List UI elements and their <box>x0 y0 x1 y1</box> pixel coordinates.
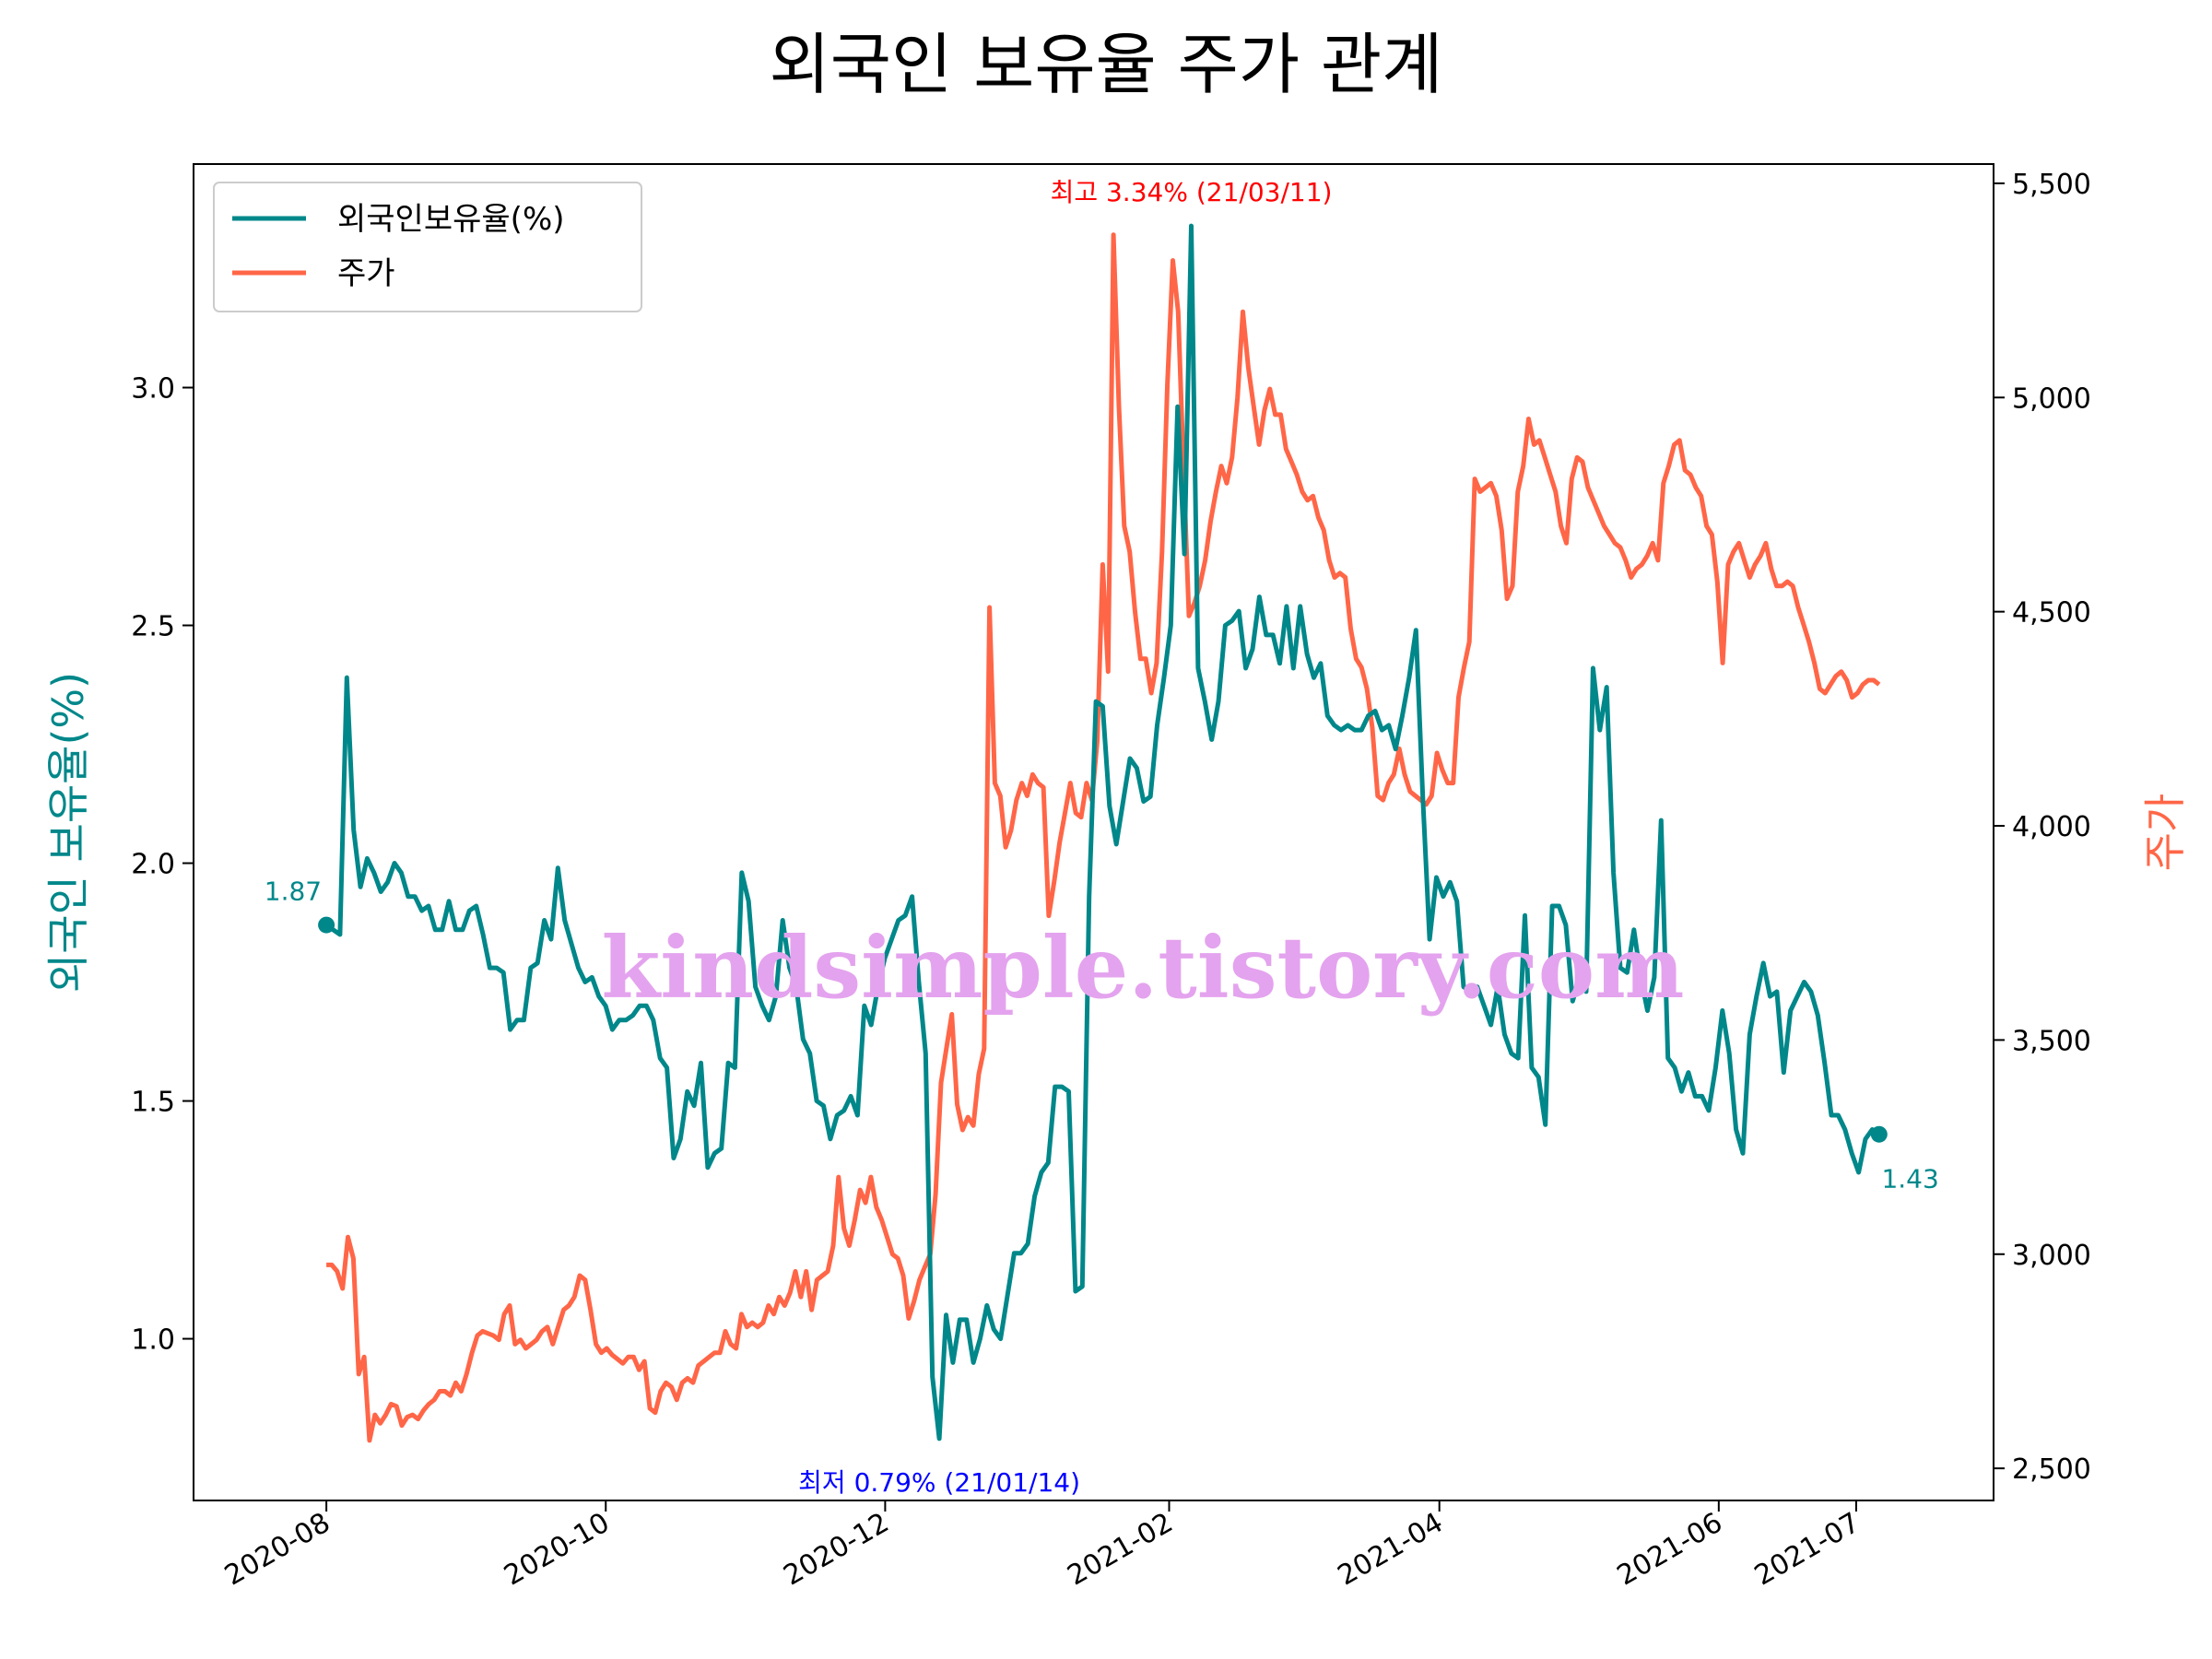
min-annotation: 최저 0.79% (21/01/14) <box>798 1467 1080 1498</box>
plot-area-frame <box>193 163 1994 1501</box>
start-value-label: 1.87 <box>265 877 322 907</box>
legend-label-price: 주가 <box>337 255 395 292</box>
left-y-tick-label: 1.5 <box>131 1087 175 1119</box>
legend-label-ownership: 외국인보유율(%) <box>337 201 565 238</box>
watermark: kindsimple.tistory.com <box>601 918 1684 1018</box>
chart-title: 외국인 보유율 주가 관계 <box>769 26 1442 103</box>
right-y-tick-label: 5,500 <box>2012 169 2091 201</box>
series-line-price <box>326 232 1881 1443</box>
left-y-tick-label: 2.5 <box>131 611 175 643</box>
left-y-tick-label: 1.0 <box>131 1324 175 1357</box>
left-y-tick-label: 2.0 <box>131 849 175 881</box>
right-y-tick-label: 4,500 <box>2012 597 2091 629</box>
right-y-tick-label: 3,500 <box>2012 1025 2091 1057</box>
series-line-ownership <box>324 223 1881 1441</box>
right-axis-label: 주가 <box>2140 794 2190 872</box>
start-point-marker <box>318 916 335 934</box>
left-axis-label: 외국인 보유율(%) <box>43 672 93 993</box>
right-y-tick-label: 3,000 <box>2012 1240 2091 1272</box>
right-y-tick-label: 4,000 <box>2012 811 2091 843</box>
right-y-tick-label: 2,500 <box>2012 1453 2091 1486</box>
right-y-tick-label: 5,000 <box>2012 382 2091 415</box>
end-value-label: 1.43 <box>1881 1164 1938 1194</box>
left-y-tick-label: 3.0 <box>131 373 175 406</box>
legend: 외국인보유율(%) 주가 <box>213 182 642 312</box>
max-annotation: 최고 3.34% (21/03/11) <box>1051 177 1333 207</box>
end-point-marker <box>1870 1125 1888 1143</box>
